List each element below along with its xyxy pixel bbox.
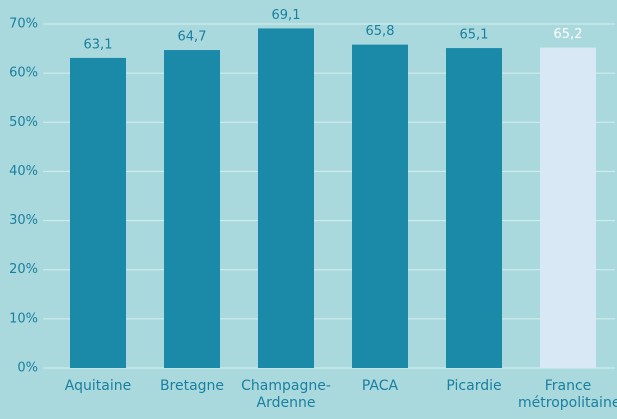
x-tick-label: PACA [361, 378, 399, 394]
y-tick-label: 40% [9, 164, 38, 179]
y-tick-label: 50% [9, 115, 38, 130]
value-label: 65,8 [366, 24, 395, 39]
x-tick-label: Picardie [446, 378, 502, 394]
value-label: 65,2 [554, 27, 583, 42]
value-label: 64,7 [178, 30, 207, 45]
y-tick-label: 30% [9, 213, 38, 228]
x-tick-label: Bretagne [159, 378, 225, 394]
value-label: 65,1 [460, 28, 489, 43]
x-tick-label: Champagne-Ardenne [241, 378, 331, 411]
bar [70, 57, 126, 369]
y-tick-label: 60% [9, 66, 38, 81]
bar [164, 50, 220, 368]
bar [258, 28, 314, 369]
x-tick-label: Aquitaine [64, 378, 132, 394]
y-tick-label: 20% [9, 262, 38, 277]
y-tick-label: 0% [17, 361, 38, 376]
bar [540, 47, 596, 369]
y-tick-label: 70% [9, 17, 38, 32]
bar [446, 48, 502, 368]
x-tick-label: France métropolitaine [518, 378, 617, 411]
bar [352, 44, 408, 368]
value-label: 63,1 [84, 37, 113, 52]
value-label: 69,1 [272, 8, 301, 23]
y-tick-label: 10% [9, 311, 38, 326]
